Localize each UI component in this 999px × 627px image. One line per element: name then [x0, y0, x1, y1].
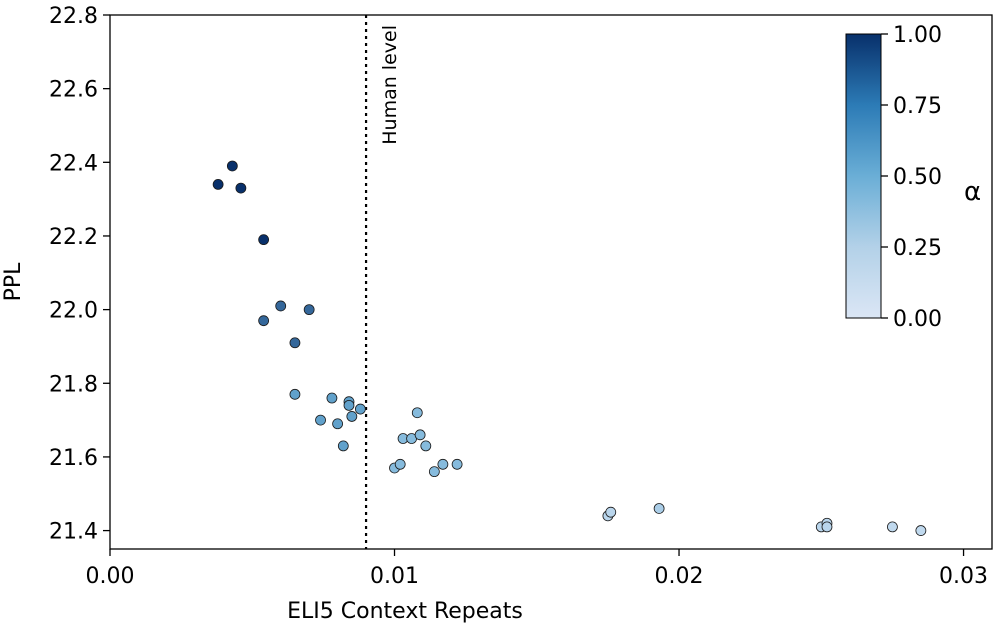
x-tick-label: 0.00	[86, 564, 135, 589]
data-point	[437, 458, 449, 470]
data-point	[332, 418, 344, 430]
human-level-label: Human level	[379, 25, 401, 145]
y-tick-label: 22.6	[49, 78, 98, 103]
colorbar: 0.00 0.25 0.50 0.75 1.00 α	[845, 23, 981, 332]
data-point	[451, 458, 463, 470]
colorbar-tick-label: 0.50	[893, 165, 942, 190]
x-axis: 0.00 0.01 0.02 0.03	[86, 549, 988, 589]
data-point	[653, 503, 665, 514]
data-point	[821, 521, 833, 533]
colorbar-tick-label: 1.00	[893, 23, 942, 48]
y-tick-label: 22.2	[49, 225, 98, 250]
data-point	[258, 234, 270, 246]
data-point	[605, 506, 617, 518]
x-axis-label: ELI5 Context Repeats	[287, 599, 523, 624]
data-point	[275, 300, 287, 312]
data-point	[289, 388, 301, 400]
colorbar-gradient	[845, 33, 882, 319]
colorbar-tick-label: 0.00	[893, 307, 942, 332]
data-point	[411, 407, 423, 419]
y-tick-label: 22.0	[49, 299, 98, 324]
data-points	[212, 160, 927, 536]
colorbar-label: α	[964, 177, 981, 207]
data-point	[315, 414, 326, 426]
data-point	[915, 525, 927, 536]
data-point	[258, 315, 270, 327]
y-axis: 21.4 21.6 21.8 22.0 22.2 22.4 22.6 22.8	[49, 4, 110, 545]
data-point	[226, 160, 238, 172]
data-point	[354, 403, 366, 415]
data-point	[289, 337, 301, 349]
data-point	[303, 304, 315, 316]
data-point	[420, 440, 432, 452]
data-point	[212, 179, 224, 190]
colorbar-tick-label: 0.75	[893, 94, 942, 119]
y-axis-label: PPL	[1, 262, 26, 302]
data-point	[394, 458, 406, 470]
data-point	[414, 429, 426, 441]
data-point	[428, 466, 440, 478]
y-tick-label: 21.8	[49, 372, 98, 397]
y-tick-label: 22.8	[49, 4, 98, 29]
x-tick-label: 0.03	[939, 564, 988, 589]
data-point	[887, 521, 898, 533]
y-tick-label: 22.4	[49, 151, 98, 176]
data-point	[346, 411, 358, 422]
data-point	[235, 182, 247, 194]
plot-area	[109, 14, 993, 550]
x-tick-label: 0.01	[370, 564, 419, 589]
data-point	[337, 440, 349, 452]
colorbar-ticks: 0.00 0.25 0.50 0.75 1.00	[881, 23, 942, 332]
data-point	[326, 392, 338, 404]
data-point	[343, 399, 355, 411]
x-tick-label: 0.02	[655, 564, 704, 589]
colorbar-tick-label: 0.25	[893, 236, 942, 261]
y-tick-label: 21.6	[49, 446, 98, 471]
y-tick-label: 21.4	[49, 520, 98, 545]
